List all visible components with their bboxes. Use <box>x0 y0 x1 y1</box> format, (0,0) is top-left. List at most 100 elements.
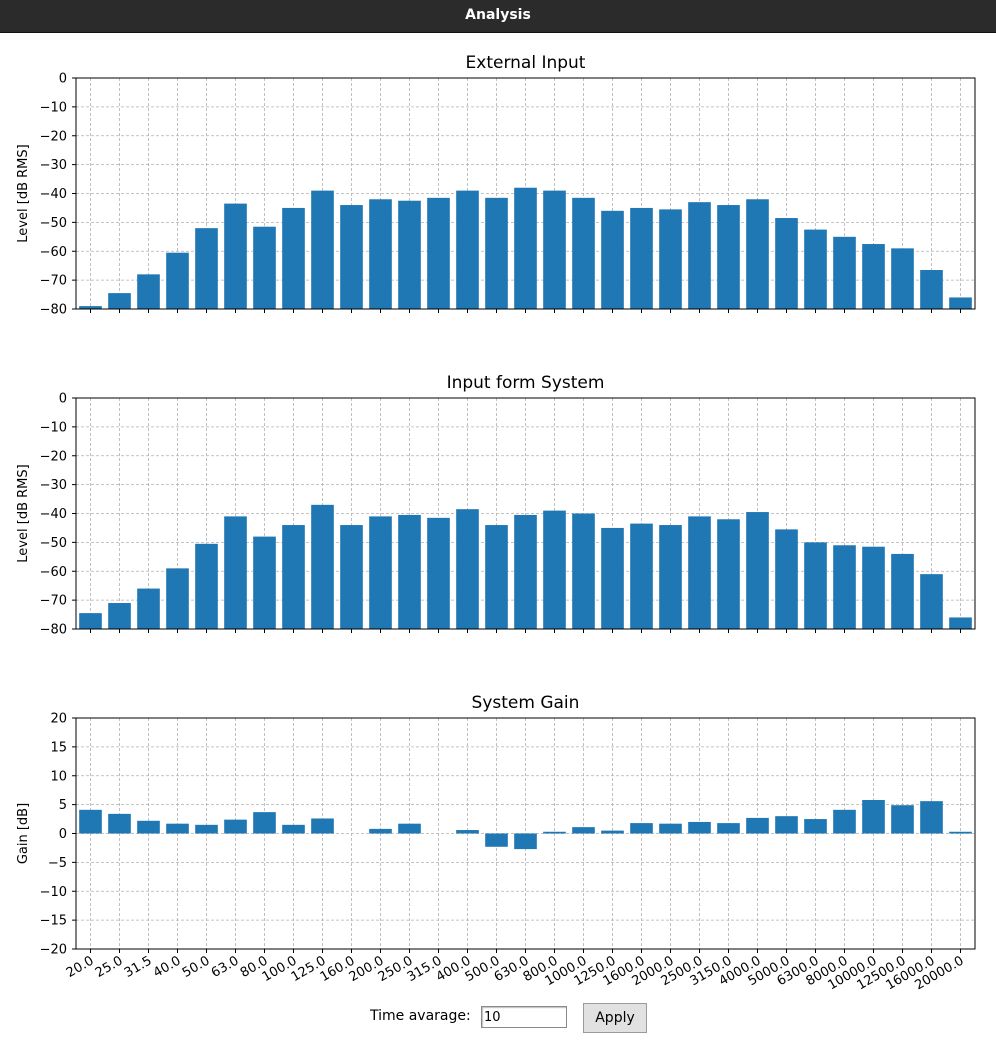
y-tick-label: −70 <box>40 274 67 289</box>
x-tick-label: 20.0 <box>64 953 97 980</box>
bar-31.5 <box>137 274 160 309</box>
bar-3150.0 <box>717 823 740 834</box>
bar-20000.0 <box>949 297 972 309</box>
y-axis-label: Level [dB RMS] <box>16 464 31 562</box>
bar-1250.0 <box>601 830 624 834</box>
bar-1000.0 <box>572 197 595 309</box>
apply-button[interactable]: Apply <box>583 1003 647 1033</box>
bar-12500.0 <box>891 805 914 834</box>
bar-4000.0 <box>746 817 769 834</box>
bar-3150.0 <box>717 519 740 629</box>
bar-800.0 <box>543 190 566 309</box>
y-tick-label: 20 <box>50 712 67 727</box>
bar-16000.0 <box>920 801 943 834</box>
bar-8000.0 <box>833 809 856 834</box>
bar-20000.0 <box>949 617 972 629</box>
y-tick-label: −80 <box>40 623 67 638</box>
bar-20000.0 <box>949 831 972 834</box>
y-tick-label: −70 <box>40 594 67 609</box>
y-tick-label: −80 <box>40 303 67 318</box>
bar-1600.0 <box>630 207 653 309</box>
bar-8000.0 <box>833 545 856 629</box>
chart-title: System Gain <box>472 693 580 713</box>
bar-25.0 <box>108 813 131 834</box>
bar-40.0 <box>166 252 189 309</box>
bar-630.0 <box>514 187 537 309</box>
x-tick-label: 50.0 <box>180 953 213 980</box>
x-tick-label: 40.0 <box>151 953 184 980</box>
bar-10000.0 <box>862 800 885 834</box>
chart-panel-1: External Input Level [dB RMS] 0 −10 −20 −30 −4… <box>16 53 976 318</box>
y-tick-label: −50 <box>40 536 67 551</box>
bar-5000.0 <box>775 816 798 834</box>
bar-16000.0 <box>920 574 943 629</box>
y-tick-label: 0 <box>59 827 67 842</box>
y-axis-label: Gain [dB] <box>16 803 31 864</box>
bar-100.0 <box>282 824 305 834</box>
bar-2000.0 <box>659 209 682 309</box>
bar-80.0 <box>253 536 276 629</box>
chart-title: Input form System <box>447 373 605 393</box>
axes-frame <box>75 77 976 310</box>
bar-500.0 <box>485 197 508 309</box>
charts-canvas: External Input Level [dB RMS] 0 −10 −20 −30 −4… <box>16 53 976 993</box>
bar-40.0 <box>166 823 189 834</box>
bar-1600.0 <box>630 823 653 834</box>
bar-800.0 <box>543 831 566 834</box>
chart-panel-2: Input form System Level [dB RMS] 0 −10 −20 −3… <box>16 373 976 638</box>
time-average-label: Time avarage: <box>370 1008 471 1024</box>
control-bar: Time avarage: Apply <box>0 1002 996 1036</box>
y-tick-label: −30 <box>40 478 67 493</box>
bar-400.0 <box>456 830 479 834</box>
bar-8000.0 <box>833 236 856 309</box>
bar-250.0 <box>398 200 421 309</box>
bar-1600.0 <box>630 523 653 629</box>
y-tick-label: −50 <box>40 216 67 231</box>
y-tick-label: −40 <box>40 507 67 522</box>
bar-125.0 <box>311 504 334 629</box>
bar-500.0 <box>485 833 508 847</box>
y-tick-label: −60 <box>40 565 67 580</box>
y-tick-label: −60 <box>40 245 67 260</box>
bar-50.0 <box>195 824 218 834</box>
bar-40.0 <box>166 568 189 629</box>
bar-80.0 <box>253 812 276 834</box>
y-tick-label: −40 <box>40 187 67 202</box>
bar-2500.0 <box>688 821 711 834</box>
bar-2500.0 <box>688 516 711 629</box>
bar-500.0 <box>485 525 508 629</box>
y-tick-label: 5 <box>59 798 67 813</box>
time-average-input[interactable] <box>481 1006 567 1028</box>
bar-630.0 <box>514 833 537 850</box>
bar-800.0 <box>543 510 566 629</box>
bar-160.0 <box>340 205 363 309</box>
bar-25.0 <box>108 293 131 309</box>
bar-4000.0 <box>746 512 769 629</box>
y-tick-label: 15 <box>50 740 67 755</box>
bar-200.0 <box>369 516 392 629</box>
bar-100.0 <box>282 207 305 309</box>
bar-1250.0 <box>601 527 624 629</box>
bar-10000.0 <box>862 546 885 629</box>
bar-125.0 <box>311 190 334 309</box>
bar-50.0 <box>195 228 218 309</box>
y-tick-label: −10 <box>40 420 67 435</box>
y-axis-label: Level [dB RMS] <box>16 144 31 242</box>
axes-frame <box>75 717 976 950</box>
bar-6300.0 <box>804 819 827 834</box>
bar-1000.0 <box>572 513 595 629</box>
bar-2500.0 <box>688 202 711 309</box>
bar-2000.0 <box>659 823 682 834</box>
x-tick-label: 25.0 <box>93 953 126 980</box>
bar-5000.0 <box>775 218 798 309</box>
bar-80.0 <box>253 226 276 309</box>
bar-400.0 <box>456 190 479 309</box>
bar-630.0 <box>514 514 537 629</box>
y-tick-label: −20 <box>40 449 67 464</box>
y-tick-label: −20 <box>40 943 67 958</box>
bar-12500.0 <box>891 248 914 309</box>
bar-20.0 <box>79 306 102 309</box>
bar-160.0 <box>340 525 363 629</box>
bar-315.0 <box>427 197 450 309</box>
x-tick-labels: 20.025.031.540.050.063.080.0100.0125.016… <box>64 953 967 993</box>
